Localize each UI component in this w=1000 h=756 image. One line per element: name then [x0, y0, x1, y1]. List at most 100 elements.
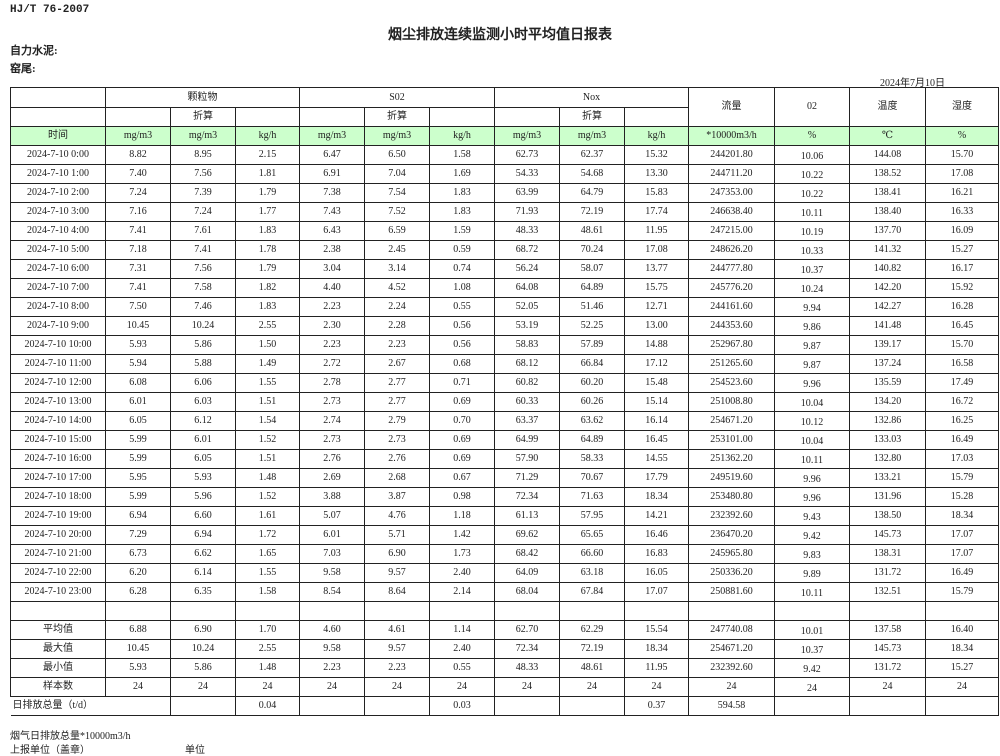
- time-cell: 2024-7-10 3:00: [10, 202, 106, 222]
- value-cell: 61.13: [494, 506, 560, 526]
- value-cell: 7.29: [105, 525, 171, 545]
- value-cell: 0.56: [429, 316, 495, 336]
- kiln-label: 窑尾:: [10, 63, 36, 75]
- value-cell: 7.39: [170, 183, 236, 203]
- value-cell: 251008.80: [688, 392, 775, 412]
- table-row: 2024-7-10 20:00 7.29 6.94 1.72 6.01 5.71 1.42 6…: [10, 525, 999, 545]
- value-cell: 145.73: [849, 525, 926, 545]
- blank-cell: [10, 107, 106, 127]
- value-cell: 3.88: [299, 487, 365, 507]
- value-cell: 0.69: [429, 430, 495, 450]
- value-cell: 6.94: [105, 506, 171, 526]
- value-cell: 9.87: [774, 335, 850, 355]
- value-cell: 16.49: [925, 563, 999, 583]
- value-cell: 141.48: [849, 316, 926, 336]
- value-cell: 13.77: [624, 259, 689, 279]
- value-cell: 9.57: [364, 563, 430, 583]
- stat-value: 72.34: [494, 639, 560, 659]
- stat-value: 247740.08: [688, 620, 775, 640]
- time-cell: 2024-7-10 15:00: [10, 430, 106, 450]
- stat-value: 1.70: [235, 620, 300, 640]
- sample-count-row: 样本数 24 24 24 24 24 24 24 24 24 24 24 24 24: [10, 677, 999, 697]
- value-cell: 15.32: [624, 145, 689, 165]
- value-cell: 17.07: [925, 525, 999, 545]
- value-cell: 60.33: [494, 392, 560, 412]
- value-cell: 60.26: [559, 392, 625, 412]
- value-cell: 1.79: [235, 183, 300, 203]
- value-cell: 132.80: [849, 449, 926, 469]
- group-header-row: 颗粒物 S02 Nox 流量 02 温度 湿度: [10, 87, 999, 127]
- value-cell: 5.07: [299, 506, 365, 526]
- stat-value: 24: [364, 677, 430, 697]
- table-row: 2024-7-10 4:00 7.41 7.61 1.83 6.43 6.59 1.59 48…: [10, 221, 999, 241]
- stat-value: 10.37: [774, 639, 850, 659]
- value-cell: 13.00: [624, 316, 689, 336]
- value-cell: 4.52: [364, 278, 430, 298]
- value-cell: 12.71: [624, 297, 689, 317]
- value-cell: 16.58: [925, 354, 999, 374]
- value-cell: 7.38: [299, 183, 365, 203]
- value-cell: 5.95: [105, 468, 171, 488]
- time-cell: 2024-7-10 11:00: [10, 354, 106, 374]
- value-cell: 0.70: [429, 411, 495, 431]
- stat-value: 9.57: [364, 639, 430, 659]
- standard-code: HJ/T 76-2007: [10, 4, 90, 16]
- blank-cell: [494, 601, 560, 621]
- value-cell: 15.27: [925, 240, 999, 260]
- value-cell: 68.04: [494, 582, 560, 602]
- value-cell: 16.17: [925, 259, 999, 279]
- stat-value: 4.61: [364, 620, 430, 640]
- stat-value: 24: [849, 677, 926, 697]
- time-cell: 2024-7-10 19:00: [10, 506, 106, 526]
- value-cell: 0.69: [429, 449, 495, 469]
- value-cell: 254671.20: [688, 411, 775, 431]
- value-cell: 54.68: [559, 164, 625, 184]
- blank-cell: [170, 601, 236, 621]
- stat-value: 2.40: [429, 639, 495, 659]
- value-cell: 62.37: [559, 145, 625, 165]
- value-cell: 10.11: [774, 449, 850, 469]
- value-cell: 5.99: [105, 430, 171, 450]
- value-cell: 6.62: [170, 544, 236, 564]
- blank-cell: [849, 601, 926, 621]
- time-cell: 2024-7-10 8:00: [10, 297, 106, 317]
- stat-value: 24: [105, 677, 171, 697]
- value-cell: 1.58: [429, 145, 495, 165]
- value-cell: 16.33: [925, 202, 999, 222]
- value-cell: 134.20: [849, 392, 926, 412]
- blank-cell: [688, 601, 775, 621]
- value-cell: 14.88: [624, 335, 689, 355]
- value-cell: 0.69: [429, 392, 495, 412]
- value-cell: 7.58: [170, 278, 236, 298]
- table-row: 2024-7-10 8:00 7.50 7.46 1.83 2.23 2.24 0.55 52…: [10, 297, 999, 317]
- daily-total-value: 0.37: [624, 696, 689, 716]
- value-cell: 68.72: [494, 240, 560, 260]
- value-cell: 7.04: [364, 164, 430, 184]
- table-row: 2024-7-10 11:00 5.94 5.88 1.49 2.72 2.67 0.68 6…: [10, 354, 999, 374]
- value-cell: 15.79: [925, 468, 999, 488]
- value-cell: 6.14: [170, 563, 236, 583]
- value-cell: 1.55: [235, 563, 300, 583]
- value-cell: 2.40: [429, 563, 495, 583]
- value-cell: 2.38: [299, 240, 365, 260]
- stat-value: 24: [688, 677, 775, 697]
- value-cell: 5.99: [105, 449, 171, 469]
- value-cell: 1.83: [235, 221, 300, 241]
- value-cell: 1.54: [235, 411, 300, 431]
- value-cell: 0.56: [429, 335, 495, 355]
- value-cell: 6.03: [170, 392, 236, 412]
- value-cell: 58.33: [559, 449, 625, 469]
- value-cell: 64.09: [494, 563, 560, 583]
- value-cell: 7.16: [105, 202, 171, 222]
- blank-cell: [624, 601, 689, 621]
- value-cell: 1.82: [235, 278, 300, 298]
- value-cell: 253480.80: [688, 487, 775, 507]
- value-cell: 2.77: [364, 373, 430, 393]
- value-cell: 15.48: [624, 373, 689, 393]
- value-cell: 17.74: [624, 202, 689, 222]
- empty-row: [10, 601, 999, 621]
- value-cell: 9.43: [774, 506, 850, 526]
- stat-label: 样本数: [10, 677, 106, 697]
- value-cell: 72.19: [559, 202, 625, 222]
- daily-total-value: [170, 696, 236, 716]
